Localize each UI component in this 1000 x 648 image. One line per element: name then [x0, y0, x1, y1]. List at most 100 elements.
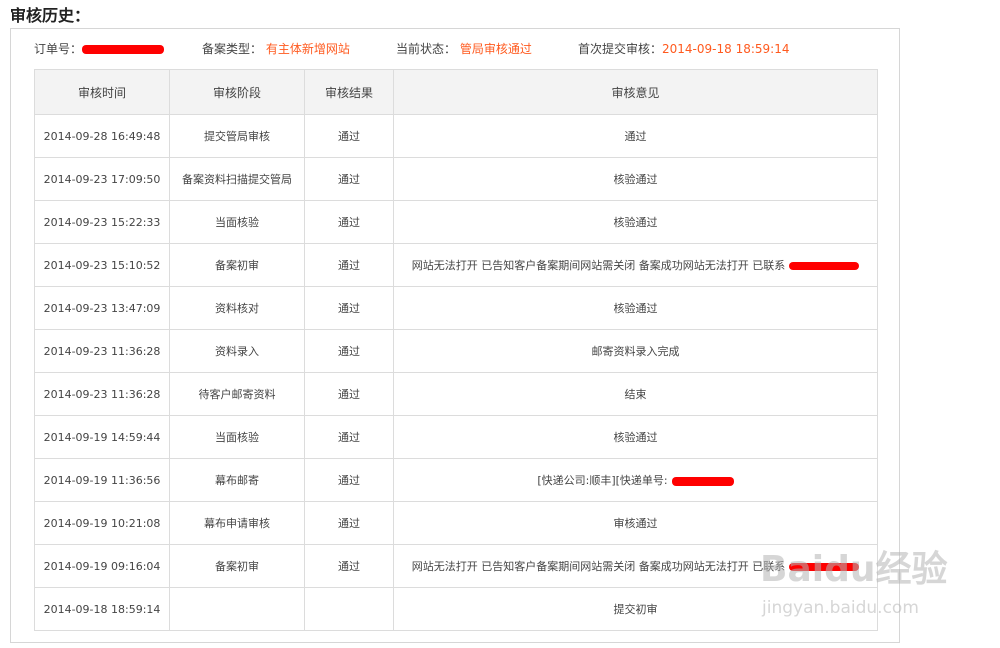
cell-comment: 核验通过 [393, 200, 878, 244]
baidu-watermark-url: jingyan.baidu.com [762, 598, 919, 618]
cell-time: 2014-09-23 15:10:52 [34, 243, 170, 287]
result-text: 通过 [338, 388, 360, 401]
cell-comment: 邮寄资料录入完成 [393, 329, 878, 373]
cell-time: 2014-09-19 09:16:04 [34, 544, 170, 588]
comment-text: 网站无法打开 已告知客户备案期间网站需关闭 备案成功网站无法打开 已联系 [411, 259, 786, 272]
table-row: 2014-09-19 14:59:44 当面核验 通过 核验通过 [34, 415, 878, 459]
current-status: 当前状态： 管局审核通过 [396, 40, 532, 57]
stage-text: 当面核验 [215, 216, 259, 229]
comment-text: 结束 [624, 388, 647, 401]
stage-text: 当面核验 [215, 431, 259, 444]
cell-stage: 备案初审 [169, 243, 305, 287]
filing-type: 备案类型： 有主体新增网站 [202, 40, 350, 57]
cell-stage: 待客户邮寄资料 [169, 372, 305, 416]
time-text: 2014-09-23 11:36:28 [43, 344, 161, 358]
result-text: 通过 [338, 345, 360, 358]
comment-text: 核验通过 [613, 302, 658, 315]
time-text: 2014-09-19 11:36:56 [43, 473, 161, 487]
cell-result: 通过 [304, 114, 394, 158]
cell-result: 通过 [304, 286, 394, 330]
comment-text: 通过 [624, 130, 647, 143]
table-row: 2014-09-18 18:59:14 提交初审 [34, 587, 878, 631]
table-row: 2014-09-28 16:49:48 提交管局审核 通过 通过 [34, 114, 878, 158]
cell-stage: 资料录入 [169, 329, 305, 373]
redaction-mark [671, 476, 734, 486]
cell-stage: 提交管局审核 [169, 114, 305, 158]
order-number: 订单号： [34, 40, 165, 57]
comment-text: 核验通过 [613, 431, 658, 444]
stage-text: 待客户邮寄资料 [198, 388, 276, 401]
cell-stage: 当面核验 [169, 415, 305, 459]
stage-text: 幕布邮寄 [215, 474, 259, 487]
stage-text: 提交管局审核 [204, 130, 270, 143]
baidu-watermark: Baidu经验 [760, 549, 948, 590]
comment-text: 网站无法打开 已告知客户备案期间网站需关闭 备案成功网站无法打开 已联系 [411, 560, 786, 573]
comment-text: 审核通过 [613, 517, 658, 530]
result-text: 通过 [338, 173, 360, 186]
cell-result: 通过 [304, 372, 394, 416]
cell-stage: 幕布邮寄 [169, 458, 305, 502]
stage-text: 资料录入 [215, 345, 259, 358]
time-text: 2014-09-28 16:49:48 [43, 129, 161, 143]
cell-comment: 核验通过 [393, 415, 878, 459]
table-row: 2014-09-19 10:21:08 幕布申请审核 通过 审核通过 [34, 501, 878, 545]
stage-text: 资料核对 [215, 302, 259, 315]
table-row: 2014-09-19 11:36:56 幕布邮寄 通过 [快递公司:顺丰][快递单号: [34, 458, 878, 502]
stage-text: 幕布申请审核 [204, 517, 270, 530]
page-title: 审核历史： [10, 6, 91, 25]
status-value: 管局审核通过 [459, 42, 532, 56]
time-text: 2014-09-19 09:16:04 [43, 559, 161, 573]
type-label: 备案类型： [202, 42, 263, 56]
order-label: 订单号： [34, 42, 83, 56]
review-history-table: 审核时间 审核阶段 审核结果 审核意见 2014-09-28 16:49:48 提… [34, 69, 878, 631]
first-submit-label: 首次提交审核： [578, 42, 663, 56]
cell-stage: 备案资料扫描提交管局 [169, 157, 305, 201]
result-text: 通过 [338, 130, 360, 143]
stage-text: 备案初审 [215, 259, 259, 272]
header-time: 审核时间 [34, 69, 170, 115]
table-row: 2014-09-23 13:47:09 资料核对 通过 核验通过 [34, 286, 878, 330]
comment-text: 邮寄资料录入完成 [591, 345, 680, 358]
cell-time: 2014-09-23 13:47:09 [34, 286, 170, 330]
cell-time: 2014-09-23 15:22:33 [34, 200, 170, 244]
cell-stage: 当面核验 [169, 200, 305, 244]
table-header: 审核时间 审核阶段 审核结果 审核意见 [34, 69, 878, 115]
cell-stage: 备案初审 [169, 544, 305, 588]
cell-result: 通过 [304, 157, 394, 201]
result-text: 通过 [338, 474, 360, 487]
cell-comment: 审核通过 [393, 501, 878, 545]
cell-time: 2014-09-28 16:49:48 [34, 114, 170, 158]
redaction-mark [789, 563, 860, 571]
cell-stage [169, 587, 305, 631]
comment-text: [快递公司:顺丰][快递单号: [537, 474, 668, 487]
cell-stage: 资料核对 [169, 286, 305, 330]
cell-time: 2014-09-19 10:21:08 [34, 501, 170, 545]
header-comment: 审核意见 [393, 69, 878, 115]
cell-result: 通过 [304, 329, 394, 373]
first-submit: 首次提交审核：2014-09-18 18:59:14 [578, 40, 789, 57]
cell-time: 2014-09-23 11:36:28 [34, 372, 170, 416]
cell-comment: 提交初审 [393, 587, 878, 631]
cell-result: 通过 [304, 200, 394, 244]
cell-comment: 核验通过 [393, 157, 878, 201]
cell-stage: 幕布申请审核 [169, 501, 305, 545]
cell-result [304, 587, 394, 631]
type-value: 有主体新增网站 [265, 42, 350, 56]
table-row: 2014-09-23 15:10:52 备案初审 通过 网站无法打开 已告知客户备案期… [34, 243, 878, 287]
table-row: 2014-09-23 17:09:50 备案资料扫描提交管局 通过 核验通过 [34, 157, 878, 201]
time-text: 2014-09-23 15:22:33 [43, 215, 161, 229]
cell-result: 通过 [304, 243, 394, 287]
cell-comment: [快递公司:顺丰][快递单号: [393, 458, 878, 502]
cell-comment: 网站无法打开 已告知客户备案期间网站需关闭 备案成功网站无法打开 已联系 [393, 243, 878, 287]
stage-text: 备案资料扫描提交管局 [182, 173, 292, 186]
cell-time: 2014-09-19 14:59:44 [34, 415, 170, 459]
table-row: 2014-09-23 15:22:33 当面核验 通过 核验通过 [34, 200, 878, 244]
result-text: 通过 [338, 431, 360, 444]
status-label: 当前状态： [396, 42, 457, 56]
cell-time: 2014-09-18 18:59:14 [34, 587, 170, 631]
time-text: 2014-09-23 13:47:09 [43, 301, 161, 315]
stage-text: 备案初审 [215, 560, 259, 573]
review-history-panel [10, 28, 900, 643]
cell-comment: 核验通过 [393, 286, 878, 330]
cell-result: 通过 [304, 501, 394, 545]
